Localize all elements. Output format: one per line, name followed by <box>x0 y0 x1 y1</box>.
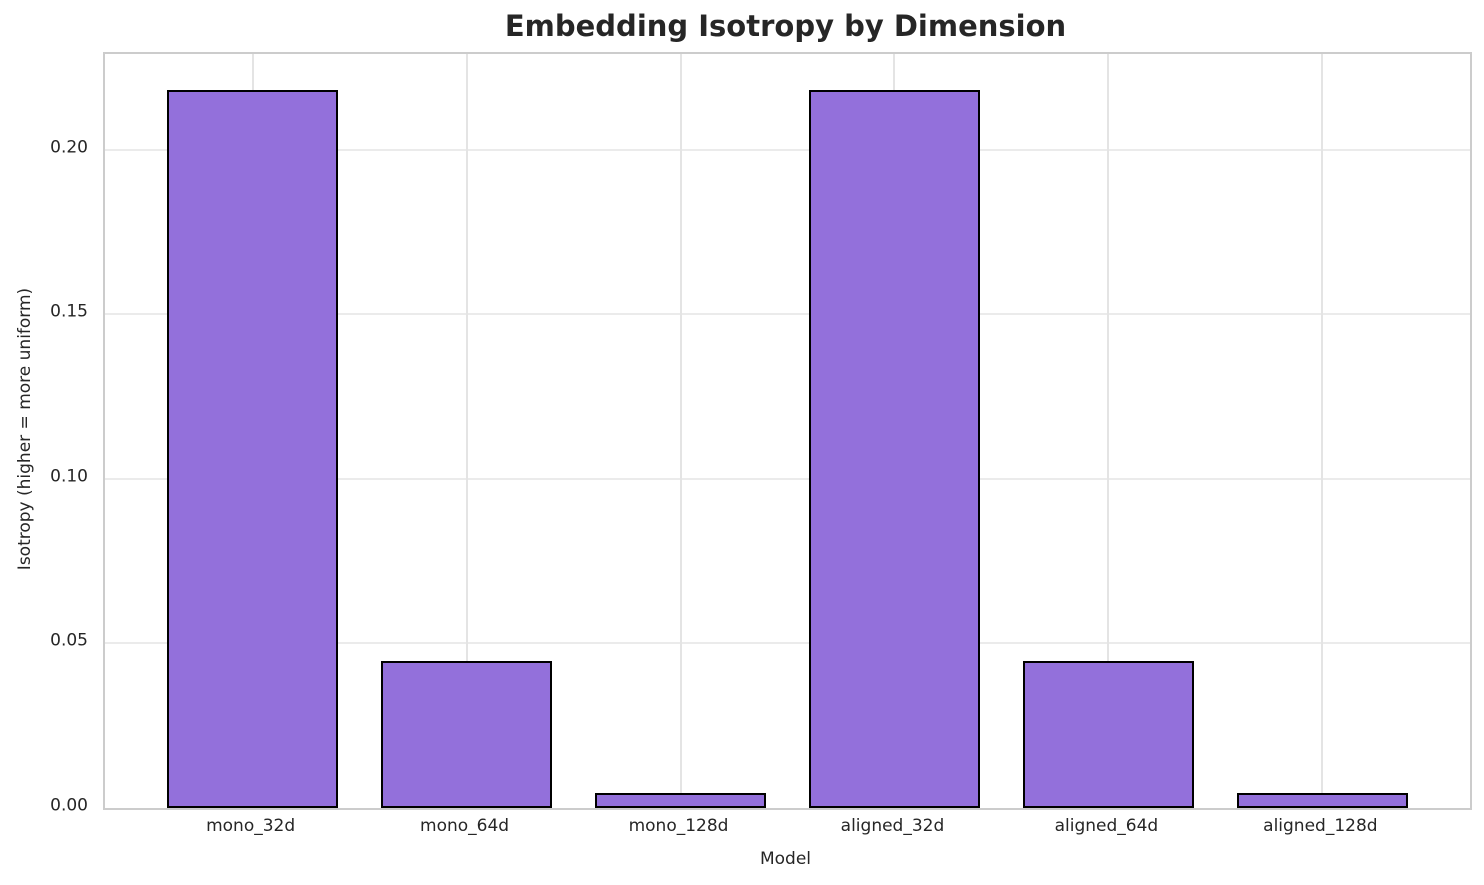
h-gridline <box>105 642 1470 645</box>
v-gridline <box>1107 54 1110 808</box>
bar-mono_64d <box>380 660 553 808</box>
bar-aligned_32d <box>808 90 981 808</box>
h-gridline <box>105 477 1470 480</box>
y-tick-label: 0.00 <box>50 795 88 816</box>
v-gridline <box>679 54 682 808</box>
v-gridline <box>1321 54 1324 808</box>
x-tick-label: aligned_32d <box>840 816 945 836</box>
bar-aligned_128d <box>1236 792 1408 808</box>
x-axis-ticks: mono_32d mono_64d mono_128d aligned_32d alig… <box>103 816 1468 842</box>
h-gridline <box>105 148 1470 151</box>
y-tick-label: 0.10 <box>50 466 88 487</box>
h-gridline <box>105 313 1470 316</box>
chart-title: Embedding Isotropy by Dimension <box>504 9 1067 43</box>
y-tick-label: 0.15 <box>50 301 88 322</box>
bar-mono_32d <box>167 90 339 808</box>
x-tick-label: mono_32d <box>206 816 296 836</box>
x-tick-label: mono_64d <box>420 816 510 836</box>
x-tick-label: mono_128d <box>628 816 729 836</box>
v-gridline <box>465 54 468 808</box>
y-tick-label: 0.05 <box>50 630 88 651</box>
y-axis-ticks: 0.00 0.05 0.10 0.15 0.20 <box>0 52 96 815</box>
x-axis-label: Model <box>759 849 812 869</box>
bar-aligned_64d <box>1022 660 1194 808</box>
x-tick-label: aligned_128d <box>1263 816 1378 836</box>
y-tick-label: 0.20 <box>50 137 88 157</box>
y-axis-label: Isotropy (higher = more uniform) <box>15 287 35 571</box>
plot-area <box>103 52 1472 810</box>
x-tick-label: aligned_64d <box>1054 816 1159 836</box>
bar-mono_128d <box>594 792 767 808</box>
